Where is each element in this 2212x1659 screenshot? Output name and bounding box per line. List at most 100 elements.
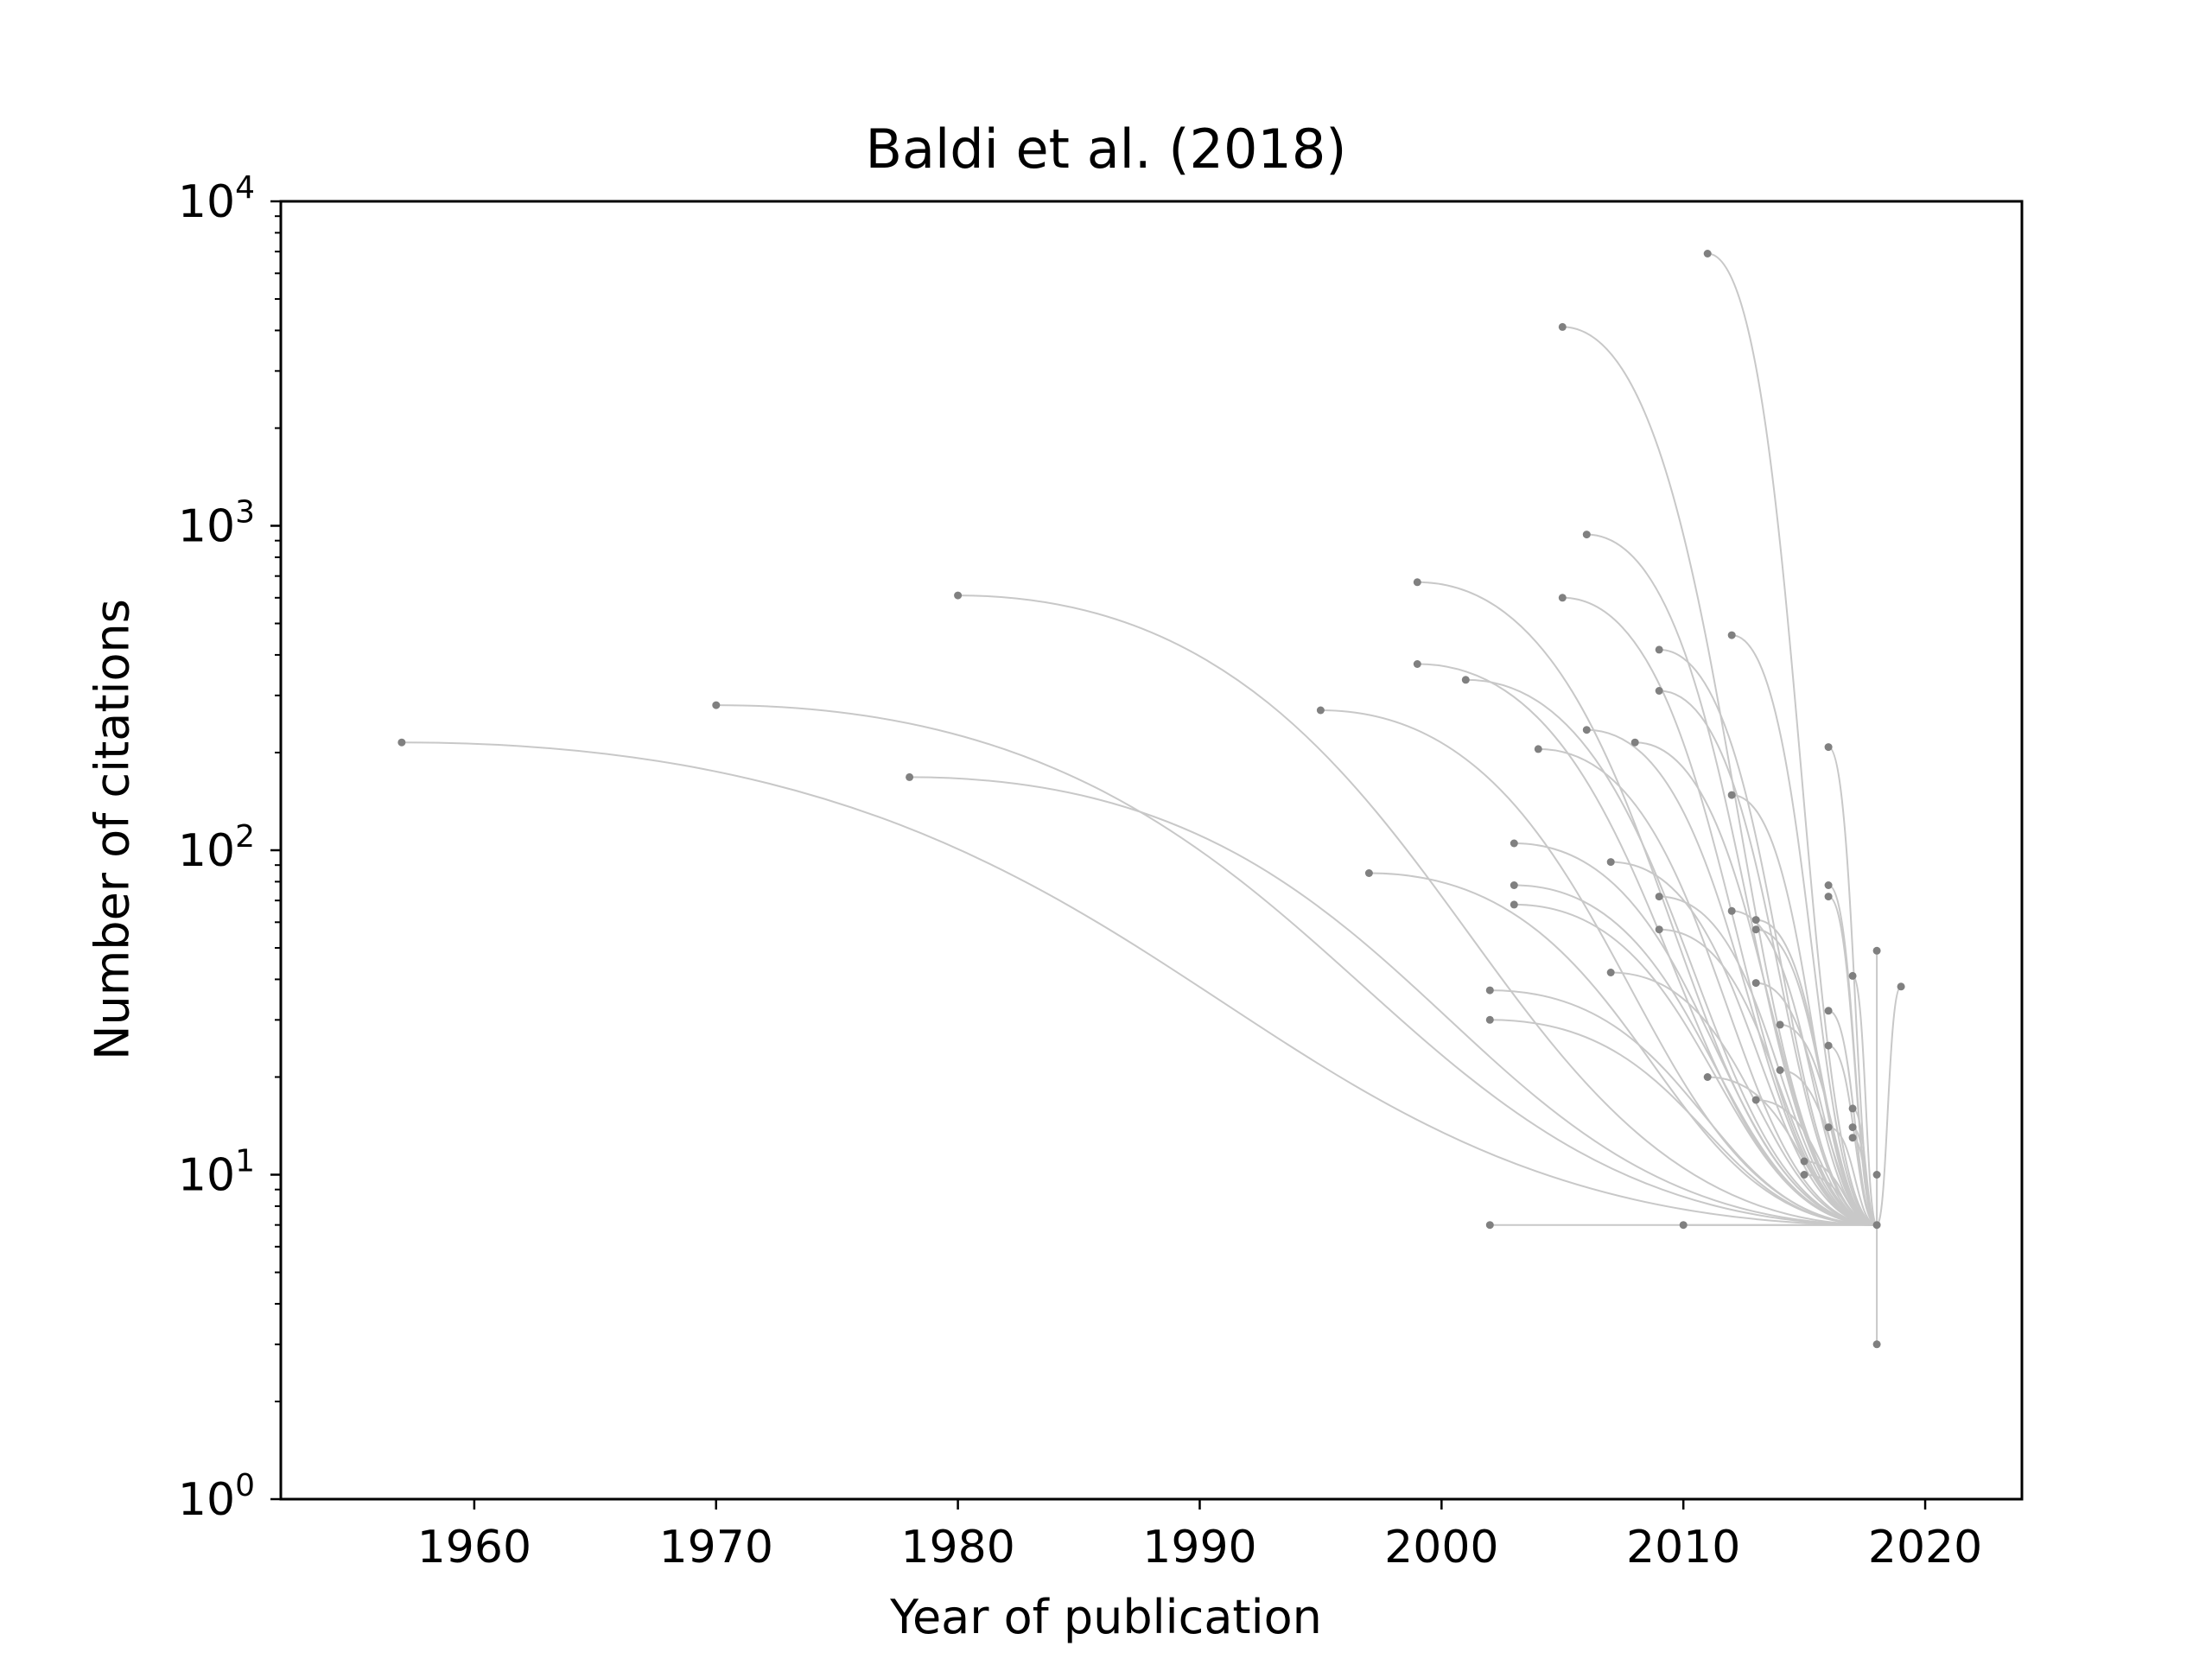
connection-line	[1876, 985, 1903, 1226]
connection-line	[715, 704, 1878, 1226]
data-point	[1751, 925, 1760, 934]
x-tick-label: 2010	[1626, 1522, 1740, 1573]
x-tick-label: 2000	[1384, 1522, 1498, 1573]
chart-title: Baldi et al. (2018)	[865, 118, 1347, 181]
data-point	[1872, 1340, 1881, 1349]
data-point	[1848, 971, 1857, 980]
x-tick-label: 2020	[1868, 1522, 1982, 1573]
data-point	[1534, 745, 1542, 753]
x-tick-label: 1990	[1142, 1522, 1256, 1573]
data-points	[397, 250, 1905, 1349]
data-point	[1776, 1020, 1784, 1029]
connection-line	[909, 776, 1878, 1226]
y-tick-label: 103	[178, 495, 255, 553]
data-point	[1655, 925, 1663, 934]
data-point	[1824, 1123, 1833, 1132]
connection-line	[1490, 989, 1878, 1226]
data-point	[1558, 594, 1567, 602]
connection-line	[1369, 872, 1878, 1226]
x-tick-label: 1970	[659, 1522, 773, 1573]
data-point	[1582, 726, 1591, 734]
data-point	[1897, 982, 1905, 991]
connection-line	[1852, 1136, 1878, 1226]
connection-line	[1804, 1173, 1878, 1226]
data-point	[1848, 1104, 1857, 1113]
y-tick-label: 104	[178, 170, 255, 228]
data-point	[1727, 631, 1736, 639]
data-point	[1800, 1157, 1808, 1166]
connection-line	[1780, 1023, 1878, 1226]
connection-line	[1514, 884, 1878, 1226]
data-point	[1510, 839, 1518, 848]
connection-line	[1659, 895, 1878, 1226]
data-point	[712, 701, 721, 709]
data-point	[1413, 660, 1421, 668]
connection-line	[1707, 252, 1878, 1226]
connection-line	[1852, 975, 1878, 1226]
data-point	[1485, 986, 1494, 995]
data-point	[397, 738, 406, 747]
data-point	[1751, 916, 1760, 925]
data-point	[1824, 893, 1833, 901]
connection-line	[1659, 690, 1878, 1226]
data-point	[1751, 979, 1760, 988]
data-point	[1558, 322, 1567, 331]
connection-line	[957, 594, 1878, 1226]
y-tick-label: 101	[178, 1144, 255, 1202]
axes-frame	[279, 200, 2024, 1501]
connection-lines	[401, 252, 1903, 1344]
data-point	[1461, 676, 1470, 684]
y-tick-label: 100	[178, 1468, 255, 1526]
connection-line	[1562, 326, 1878, 1226]
data-point	[1485, 1221, 1494, 1230]
x-tick-label: 1980	[900, 1522, 1014, 1573]
data-point	[1848, 1134, 1857, 1142]
data-point	[1824, 743, 1833, 752]
data-point	[1703, 1073, 1712, 1081]
connection-line	[1514, 903, 1878, 1226]
data-point	[1630, 738, 1639, 747]
data-point	[1655, 893, 1663, 901]
data-point	[1655, 687, 1663, 695]
data-point	[1727, 906, 1736, 915]
data-point	[1606, 969, 1615, 976]
data-point	[1703, 250, 1712, 257]
connection-line	[1827, 746, 1878, 1226]
connection-line	[1707, 1076, 1878, 1226]
data-point	[1606, 858, 1615, 867]
data-point	[1824, 1007, 1833, 1015]
data-point	[1582, 531, 1591, 539]
data-point	[1485, 1015, 1494, 1024]
connection-line	[1659, 928, 1878, 1226]
connection-line	[1490, 1019, 1878, 1226]
connection-line	[401, 741, 1878, 1226]
connection-line	[1320, 709, 1878, 1226]
data-point	[1679, 1221, 1688, 1230]
x-axis-label: Year of publication	[890, 1590, 1322, 1644]
y-axis-ticks: 100 101 102 103 104	[178, 170, 281, 1526]
data-point	[1848, 1123, 1857, 1132]
data-point	[1751, 1096, 1760, 1104]
data-point	[1872, 1221, 1881, 1230]
connection-line	[1514, 842, 1878, 1226]
connection-line	[1732, 634, 1878, 1226]
connection-line	[1780, 1069, 1878, 1226]
x-tick-label: 1960	[417, 1522, 531, 1573]
connection-line	[1538, 747, 1878, 1226]
data-point	[1510, 900, 1518, 909]
data-point	[1872, 1171, 1881, 1179]
data-point	[1824, 881, 1833, 889]
data-point	[1824, 1041, 1833, 1050]
data-point	[1413, 578, 1421, 587]
data-point	[1655, 645, 1663, 654]
connection-line	[1611, 861, 1878, 1226]
connection-line	[1827, 1126, 1878, 1226]
x-axis-ticks: 1960 1970 1980 1990 2000 2010 2020	[417, 1499, 1982, 1573]
data-point	[954, 591, 963, 600]
data-point	[906, 772, 914, 781]
data-point	[1316, 706, 1325, 715]
data-point	[1776, 1066, 1784, 1074]
connection-line	[1659, 648, 1878, 1226]
